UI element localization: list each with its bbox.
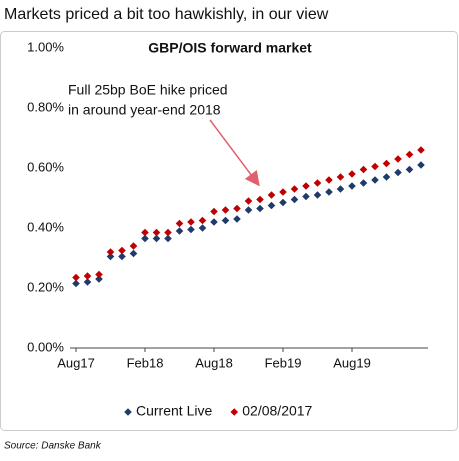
marker (106, 252, 115, 261)
marker (221, 216, 230, 225)
marker (279, 188, 287, 196)
legend-marker (230, 408, 239, 416)
marker (244, 206, 253, 214)
annotation-arrow (209, 119, 260, 187)
marker (72, 273, 80, 282)
marker (290, 185, 299, 193)
marker (371, 162, 379, 171)
y-tick-label: 0.60% (27, 159, 64, 174)
marker (164, 228, 172, 237)
legend-marker (124, 408, 132, 416)
marker (152, 234, 161, 243)
marker (233, 204, 241, 213)
marker (175, 227, 184, 235)
marker (359, 165, 368, 174)
marker (348, 182, 356, 190)
legend-label: Current Live (136, 403, 212, 419)
marker (129, 242, 138, 250)
marker (267, 201, 276, 210)
marker (164, 234, 172, 243)
marker (267, 191, 276, 199)
y-tick-label: 0.20% (27, 279, 64, 294)
y-tick-label: 0.80% (27, 99, 64, 114)
marker (118, 246, 126, 255)
marker (198, 224, 207, 232)
marker (302, 182, 310, 190)
source: Source: Danske Bank (4, 441, 102, 452)
legend-label: 02/08/2017 (242, 403, 312, 419)
x-tick-label: Aug18 (195, 355, 233, 370)
marker (394, 155, 402, 163)
marker (382, 173, 391, 181)
marker (290, 195, 299, 204)
marker (325, 176, 333, 184)
y-tick-label: 0.00% (27, 339, 64, 354)
marker (313, 191, 322, 199)
marker (72, 279, 80, 288)
chart-frame (0, 31, 458, 431)
marker (394, 168, 402, 177)
marker (141, 228, 149, 237)
y-tick-label: 0.40% (27, 219, 64, 234)
chart-title: Markets priced a bit too hawkishly, in o… (4, 6, 329, 23)
x-tick-label: Aug17 (57, 355, 95, 370)
marker (359, 179, 368, 187)
marker (95, 270, 103, 279)
marker (141, 234, 149, 243)
marker (417, 161, 425, 169)
marker (302, 192, 310, 201)
marker (325, 188, 333, 196)
marker (152, 228, 161, 237)
marker (417, 146, 425, 154)
marker (244, 197, 253, 205)
marker (83, 272, 92, 280)
marker (210, 218, 218, 226)
y-tick-label: 1.00% (27, 39, 64, 54)
marker (405, 150, 414, 159)
marker (187, 225, 195, 234)
marker (233, 215, 241, 223)
x-tick-label: Aug19 (333, 355, 371, 370)
marker (256, 204, 264, 213)
marker (175, 219, 184, 228)
marker (95, 275, 103, 283)
marker (382, 159, 391, 168)
marker (371, 176, 379, 184)
x-tick-label: Feb19 (265, 355, 302, 370)
marker (210, 207, 218, 216)
marker (336, 185, 345, 193)
annotation: in around year-end 2018 (68, 102, 221, 118)
marker (187, 218, 195, 226)
marker (313, 179, 322, 187)
marker (348, 170, 356, 178)
marker (221, 206, 230, 214)
marker (106, 248, 115, 256)
marker (83, 278, 92, 286)
marker (279, 198, 287, 207)
annotation: Full 25bp BoE hike priced (68, 82, 228, 98)
x-tick-label: Feb18 (127, 355, 164, 370)
marker (256, 195, 264, 204)
marker (129, 249, 138, 258)
marker (336, 173, 345, 181)
marker (118, 252, 126, 261)
chart-subtitle: GBP/OIS forward market (148, 40, 312, 56)
marker (198, 216, 207, 225)
marker (405, 165, 414, 174)
